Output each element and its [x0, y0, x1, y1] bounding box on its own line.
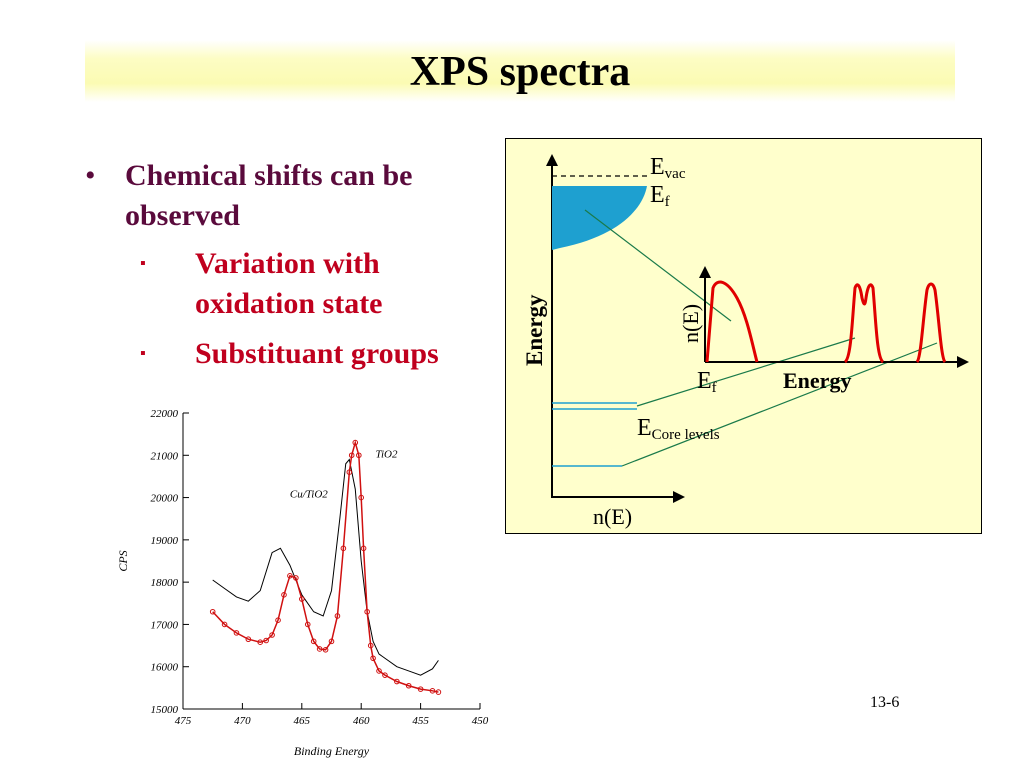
data-point-tio2 [356, 452, 362, 459]
y-tick-label: 15000 [151, 704, 179, 716]
data-point-tio2 [263, 637, 269, 644]
energy-horizontal-label: Energy [783, 368, 851, 393]
data-point-tio2 [346, 469, 353, 475]
xps-chart: 15000 16000 17000 18000 19000 20000 21000 22000… [116, 408, 489, 758]
data-point-tio2 [221, 621, 228, 628]
energy-level-diagram: Evac Ef Energy n(E) Ef Energy ECore leve… [505, 138, 982, 534]
spectrum-horizontal-arrow [957, 356, 969, 368]
data-point-tio2 [429, 688, 436, 694]
x-tick-label: 450 [472, 715, 489, 727]
data-point-tio2 [233, 630, 240, 636]
data-point-tio2 [304, 621, 311, 628]
data-point-tio2 [360, 545, 367, 552]
data-point-tio2 [435, 689, 442, 695]
data-point-tio2 [322, 647, 329, 653]
y-axis-label: CPS [116, 550, 130, 571]
energy-vertical-label: Energy [522, 294, 547, 366]
bullet-text: Chemical shifts can be observed [125, 159, 413, 232]
y-tick-label: 18000 [151, 577, 179, 589]
data-point-tio2 [209, 608, 216, 615]
data-point-tio2 [358, 494, 365, 501]
ne-bottom-label: n(E) [593, 504, 632, 529]
y-tick-label: 22000 [151, 408, 179, 420]
transition-line [636, 337, 856, 407]
transition-line [621, 342, 938, 467]
data-point-tio2 [293, 575, 299, 581]
series-label-tio2: TiO2 [375, 448, 398, 460]
data-point-tio2 [334, 613, 341, 619]
data-point-tio2 [257, 639, 264, 645]
ef-label: Ef [650, 182, 670, 210]
data-point-tio2 [310, 638, 317, 645]
slide-number: 13-6 [870, 694, 900, 711]
x-tick-label: 470 [234, 715, 251, 727]
data-point-tio2 [316, 646, 323, 652]
data-point-tio2 [370, 655, 376, 662]
x-tick-label: 465 [294, 715, 311, 727]
data-point-tio2 [340, 545, 347, 552]
series-line-cu-tio2 [212, 458, 439, 676]
valence-band-fill [552, 186, 647, 250]
data-point-tio2 [348, 452, 355, 459]
ecore-label: ECore levels [637, 415, 720, 443]
x-tick-label: 475 [175, 715, 192, 727]
data-point-tio2 [269, 632, 275, 638]
data-point-tio2 [405, 682, 412, 689]
sub-bullet-glyph: ▪ [140, 255, 146, 272]
data-point-tio2 [287, 573, 293, 579]
data-point-tio2 [376, 668, 382, 674]
y-tick-label: 16000 [151, 662, 179, 674]
title-band: XPS spectra [85, 40, 955, 102]
core-peak [915, 282, 947, 364]
x-tick-label: 460 [353, 715, 370, 727]
bullet-glyph: • [85, 159, 96, 192]
y-tick-label: 19000 [151, 535, 179, 547]
ef-spectrum-label: Ef [697, 368, 717, 396]
data-point-tio2 [328, 638, 335, 645]
data-point-tio2 [281, 592, 287, 598]
sub-bullet-glyph: ▪ [140, 345, 146, 362]
data-point-tio2 [245, 636, 252, 643]
y-tick-label: 17000 [151, 619, 179, 631]
data-point-tio2 [382, 672, 388, 678]
data-point-tio2 [394, 678, 400, 685]
sub-bullet-text: Substituant groups [195, 337, 439, 370]
slide-title: XPS spectra [409, 49, 631, 95]
data-point-tio2 [364, 608, 370, 615]
fermi-edge-peak [705, 280, 759, 363]
sub-bullet-text: Variation with oxidation state [195, 247, 383, 320]
spectrum-vertical-arrow [699, 266, 711, 278]
data-point-tio2 [417, 686, 424, 692]
y-tick-label: 20000 [151, 493, 179, 505]
ne-vertical-label: n(E) [678, 304, 703, 343]
core-peak-doublet [843, 283, 885, 364]
data-point-tio2 [275, 617, 281, 623]
data-point-tio2 [367, 642, 374, 649]
data-point-tio2 [299, 596, 305, 602]
chart-layer: 15000 16000 17000 18000 19000 20000 21000 22000… [116, 408, 489, 758]
evac-label: Evac [650, 154, 686, 182]
ne-axis-arrow [673, 491, 685, 503]
x-axis-label: Binding Energy [294, 744, 370, 758]
data-point-tio2 [352, 439, 359, 446]
transition-line [584, 209, 732, 322]
x-tick-label: 455 [412, 715, 429, 727]
series-label-cu-tio2: Cu/TiO2 [290, 489, 328, 501]
y-tick-label: 21000 [151, 450, 179, 462]
series-line-tio2 [212, 439, 439, 693]
energy-axis-arrow [546, 154, 558, 166]
